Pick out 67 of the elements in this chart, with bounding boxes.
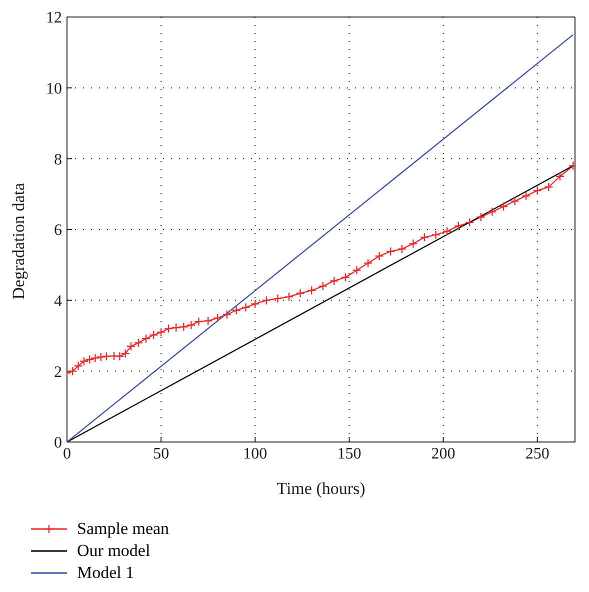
point [273,294,282,304]
point [521,191,531,200]
point [465,218,474,228]
point [386,246,396,256]
point [172,323,181,332]
point [442,226,452,236]
legend-label: Our model [77,541,150,561]
legend-label: Model 1 [77,563,134,583]
y-axis-title: Degradation data [9,182,28,300]
point [306,286,316,296]
point [204,316,213,326]
point [340,272,350,282]
x-tick-label: 100 [243,445,268,462]
x-tick-label: 150 [337,445,362,462]
point [96,352,106,362]
point [374,251,384,261]
point [126,342,136,351]
point [74,361,83,370]
point [179,322,188,332]
x-axis-title: Time (hours) [276,479,366,498]
x-tick-label: 200 [431,445,456,462]
point [134,338,144,348]
point [544,182,554,192]
point [408,239,418,248]
point [284,292,294,302]
point [532,186,542,196]
point [222,310,232,320]
point [212,313,222,323]
point [90,353,100,363]
point [510,196,520,206]
point [141,334,151,344]
point [115,352,124,361]
point [476,212,486,222]
legend-label: Sample mean [77,519,170,539]
point [498,202,508,212]
point [397,244,407,254]
point [363,258,373,268]
point [186,320,196,330]
x-tick-label: 50 [153,445,170,462]
point [488,207,497,216]
point [148,330,158,340]
point [102,352,112,361]
point [164,324,174,334]
y-tick-label: 2 [54,364,62,381]
point [420,232,430,242]
point [84,354,94,364]
point [232,306,241,315]
point [262,296,272,305]
point [352,266,362,275]
y-tick-label: 10 [46,80,62,98]
point [454,221,463,231]
point [241,302,250,312]
y-tick-label: 8 [54,151,62,168]
point [79,356,89,366]
point [431,230,440,240]
point [318,282,328,291]
point [120,348,130,358]
point [330,276,339,286]
y-tick-label: 12 [46,10,62,27]
y-tick-label: 4 [54,293,62,310]
x-tick-label: 250 [525,445,550,462]
point [296,288,305,298]
point [555,172,565,181]
y-tick-label: 6 [54,222,62,240]
point [194,316,204,326]
point [250,299,260,308]
point [156,328,166,337]
